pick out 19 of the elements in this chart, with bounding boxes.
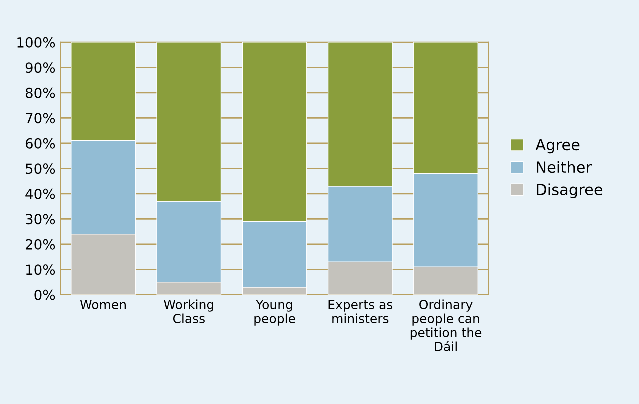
x-tick-label: Women: [80, 300, 126, 310]
y-tick-label: 80%: [26, 88, 56, 98]
legend-label: Disagree: [537, 184, 603, 198]
x-tick-label: Working Class: [164, 300, 214, 324]
x-tick-label: Ordinary people can petition the Dáil: [410, 300, 482, 352]
y-tick-label: 50%: [26, 164, 56, 174]
legend-label: Agree: [536, 139, 580, 154]
x-tick-label: Experts as ministers: [328, 300, 393, 324]
y-tick-label: 0%: [34, 290, 56, 300]
y-tick-label: 90%: [26, 62, 56, 74]
legend-label: Neither: [537, 161, 592, 174]
y-tick-label: 20%: [26, 239, 56, 250]
y-tick-label: 60%: [26, 138, 56, 149]
y-tick-label: 40%: [26, 188, 56, 200]
y-tick-label: 30%: [26, 214, 56, 225]
y-tick-label: 10%: [26, 264, 56, 276]
y-tick-label: 100%: [18, 37, 56, 48]
x-tick-label: Young people: [254, 300, 296, 326]
y-tick-label: 70%: [26, 113, 56, 124]
